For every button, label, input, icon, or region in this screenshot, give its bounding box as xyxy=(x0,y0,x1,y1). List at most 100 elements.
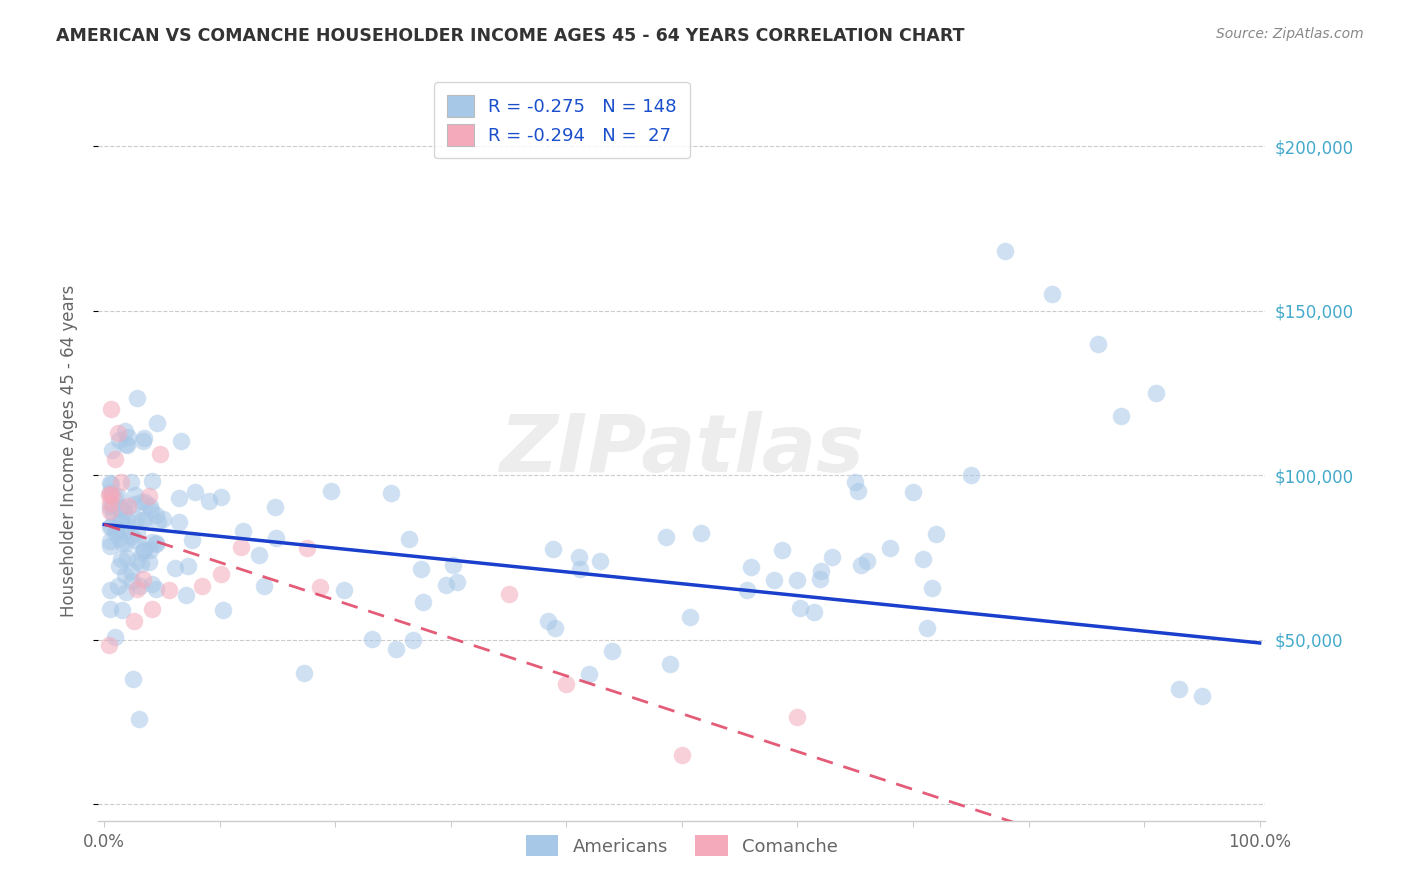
Point xyxy=(139,503,162,517)
Point xyxy=(101,443,124,458)
Point xyxy=(112,500,135,515)
Point xyxy=(121,529,143,543)
Point xyxy=(141,576,163,591)
Point xyxy=(110,475,132,489)
Point xyxy=(131,434,153,449)
Point xyxy=(125,526,148,541)
Point xyxy=(122,672,145,686)
Point xyxy=(167,515,190,529)
Point xyxy=(100,477,122,491)
Point xyxy=(1144,385,1167,400)
Point xyxy=(125,554,148,568)
Point xyxy=(127,391,149,405)
Point xyxy=(131,513,153,527)
Point xyxy=(821,550,844,565)
Point xyxy=(107,425,129,440)
Point xyxy=(145,508,167,522)
Point xyxy=(97,488,120,502)
Point xyxy=(441,558,464,572)
Point xyxy=(537,614,560,628)
Point xyxy=(543,542,565,557)
Point xyxy=(100,402,122,417)
Legend: Americans, Comanche: Americans, Comanche xyxy=(519,828,845,863)
Point xyxy=(101,499,124,513)
Point xyxy=(763,574,786,588)
Point xyxy=(110,551,132,566)
Point xyxy=(98,504,121,518)
Point xyxy=(152,511,174,525)
Point xyxy=(104,630,127,644)
Point xyxy=(141,534,163,549)
Point xyxy=(402,633,425,648)
Point xyxy=(398,532,420,546)
Point xyxy=(844,475,866,489)
Point xyxy=(146,416,169,430)
Point xyxy=(134,511,156,525)
Point xyxy=(117,499,139,513)
Point xyxy=(107,489,129,503)
Text: ZIPatlas: ZIPatlas xyxy=(499,411,865,490)
Point xyxy=(121,574,143,588)
Point xyxy=(132,541,155,556)
Point xyxy=(114,424,136,438)
Y-axis label: Householder Income Ages 45 - 64 years: Householder Income Ages 45 - 64 years xyxy=(59,285,77,616)
Point xyxy=(209,490,232,504)
Point xyxy=(655,531,678,545)
Point xyxy=(115,438,138,452)
Point xyxy=(104,451,127,466)
Point xyxy=(122,614,145,628)
Point xyxy=(380,485,402,500)
Point xyxy=(1167,681,1189,696)
Point xyxy=(434,578,457,592)
Point xyxy=(855,554,877,568)
Point xyxy=(183,485,205,500)
Point xyxy=(98,539,121,553)
Point xyxy=(145,535,167,549)
Point xyxy=(122,497,145,511)
Point xyxy=(115,536,138,550)
Point xyxy=(679,610,702,624)
Point xyxy=(568,549,591,564)
Point xyxy=(803,605,825,619)
Point xyxy=(740,560,762,574)
Point xyxy=(319,484,342,499)
Point xyxy=(789,600,811,615)
Point xyxy=(412,595,434,609)
Point xyxy=(128,712,150,726)
Point xyxy=(846,484,869,499)
Point xyxy=(108,433,131,447)
Point xyxy=(138,489,160,503)
Point xyxy=(578,667,600,681)
Point xyxy=(411,561,433,575)
Point xyxy=(232,524,254,539)
Point xyxy=(212,603,235,617)
Point xyxy=(108,502,131,516)
Point xyxy=(98,520,121,534)
Point xyxy=(384,642,406,657)
Point xyxy=(98,486,121,500)
Point xyxy=(124,533,146,548)
Point xyxy=(108,515,131,529)
Point xyxy=(129,557,152,571)
Point xyxy=(555,677,578,691)
Point xyxy=(115,518,138,533)
Point xyxy=(568,562,591,576)
Point xyxy=(879,541,901,555)
Point xyxy=(98,476,121,491)
Point xyxy=(120,475,142,490)
Point xyxy=(108,531,131,545)
Point xyxy=(671,747,693,762)
Point xyxy=(177,558,200,573)
Point xyxy=(849,558,872,572)
Point xyxy=(446,575,468,590)
Point xyxy=(125,512,148,526)
Point xyxy=(786,574,808,588)
Point xyxy=(131,572,153,586)
Point xyxy=(124,488,146,502)
Point xyxy=(808,572,831,586)
Point xyxy=(264,500,287,514)
Point xyxy=(117,430,139,444)
Point xyxy=(134,494,156,508)
Point xyxy=(912,552,935,566)
Point xyxy=(191,579,214,593)
